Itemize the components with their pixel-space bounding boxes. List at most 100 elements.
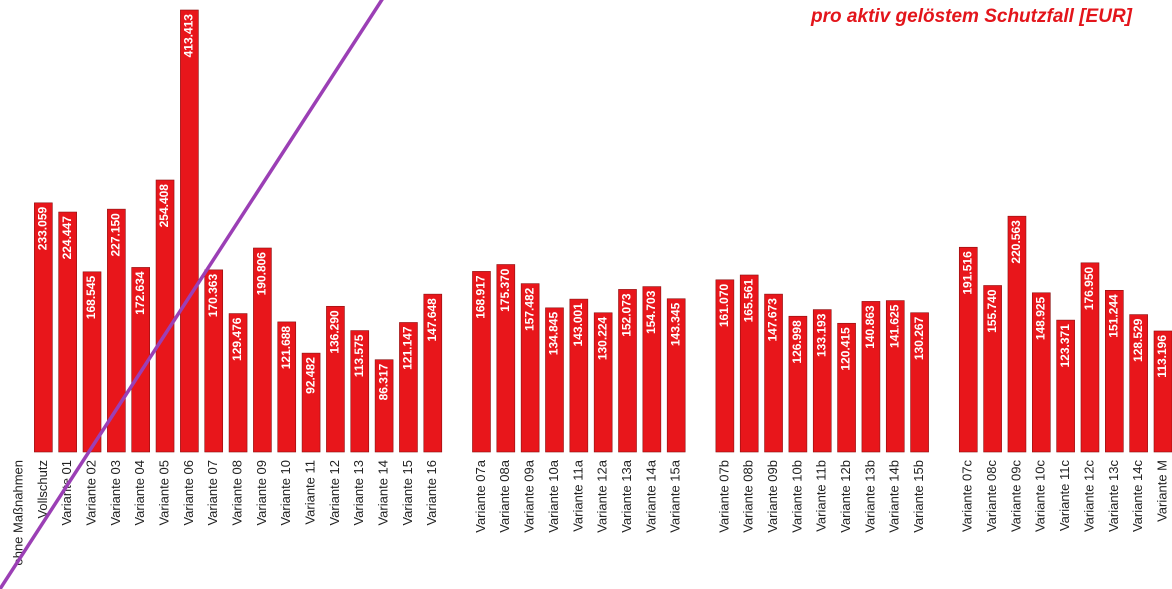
data-label: 147.648 — [425, 298, 439, 342]
x-tick-label: Variante 15a — [668, 459, 683, 533]
bar — [569, 298, 589, 453]
data-label: 141.625 — [887, 304, 901, 348]
x-tick-label: Variante 07 — [205, 460, 220, 526]
x-tick-label: Variante 15 — [400, 460, 415, 526]
x-tick-label: Variante 11a — [570, 459, 585, 532]
x-tick-label: Variante 08 — [230, 460, 245, 526]
data-label: 168.545 — [84, 275, 98, 319]
data-label: 148.925 — [1033, 296, 1047, 340]
x-tick-label: Variante 13 — [351, 460, 366, 526]
bar — [374, 359, 394, 453]
data-label: 130.267 — [912, 316, 926, 360]
x-tick-label: Variante 10a — [546, 459, 561, 533]
bar — [788, 315, 808, 453]
x-tick-label: Variante 08c — [984, 460, 999, 533]
x-tick-label: Variante 05 — [156, 460, 171, 526]
data-label: 170.363 — [206, 274, 220, 318]
data-label: 121.147 — [401, 326, 415, 370]
bar — [204, 269, 224, 453]
data-label: 120.415 — [839, 327, 853, 371]
bar — [983, 285, 1002, 453]
bar — [618, 289, 637, 453]
bar — [228, 313, 248, 453]
x-tick-label: Variante 14b — [887, 460, 902, 533]
data-label: 220.563 — [1009, 220, 1023, 264]
x-tick-label: Variante 11c — [1057, 460, 1072, 532]
data-label: 161.070 — [717, 283, 731, 327]
bar — [107, 208, 126, 453]
x-tick-label: Variante 11b — [814, 460, 829, 532]
data-label: 113.196 — [1155, 335, 1169, 378]
x-tick-label: Variante 16 — [424, 460, 439, 526]
data-label: 172.634 — [133, 271, 147, 315]
data-label: 133.193 — [814, 313, 828, 357]
bar — [180, 9, 199, 453]
data-label: 154.703 — [644, 290, 658, 334]
data-label: 227.150 — [109, 213, 123, 257]
bar — [277, 321, 297, 453]
x-tick-label: Variante 07c — [960, 460, 975, 533]
x-tick-label: Variante 13a — [619, 459, 634, 533]
bar — [399, 322, 418, 453]
x-tick-label: Variante 07b — [716, 460, 731, 533]
x-tick-label: ohne Maßnahmen — [10, 460, 25, 566]
bar — [1031, 292, 1051, 453]
bar — [885, 300, 905, 453]
data-label: 136.290 — [328, 310, 342, 354]
data-label: 128.529 — [1131, 318, 1145, 362]
x-tick-label: Variante 06 — [181, 460, 196, 526]
bar — [423, 293, 443, 453]
data-label: 129.476 — [230, 317, 244, 361]
x-tick-label: Variante 08b — [741, 460, 756, 533]
data-label: 147.673 — [766, 298, 780, 342]
x-tick-label: Variante 09b — [765, 460, 780, 533]
x-tick-label: Variante 12a — [595, 459, 610, 533]
bar — [155, 179, 175, 453]
bar — [1007, 215, 1027, 453]
data-label: 123.371 — [1058, 324, 1072, 368]
bar — [1153, 330, 1172, 453]
bar — [812, 309, 832, 453]
x-tick-label: Variante 14c — [1130, 460, 1145, 533]
x-tick-label: Variante 10b — [789, 460, 804, 533]
bar — [253, 247, 272, 453]
trend-line — [0, 0, 384, 589]
x-tick-label: Variante M — [1154, 460, 1169, 522]
bar — [58, 211, 77, 453]
bar — [301, 352, 321, 453]
bar — [593, 312, 613, 453]
x-tick-label: Variante 03 — [108, 460, 123, 526]
x-tick-label: Variante 09 — [254, 460, 269, 526]
data-label: 152.073 — [620, 293, 634, 337]
bar — [545, 307, 564, 453]
x-tick-label: Variante 09a — [522, 459, 537, 533]
x-tick-label: Variante 15b — [911, 460, 926, 533]
data-label: 151.244 — [1106, 294, 1120, 338]
x-tick-label: Variante 14a — [643, 459, 658, 533]
bar — [326, 305, 345, 453]
bar — [1080, 262, 1100, 453]
bar — [837, 322, 856, 453]
bar — [34, 202, 53, 453]
x-tick-label: Variante 12 — [327, 460, 342, 526]
bar — [764, 293, 783, 453]
data-label: 190.806 — [255, 252, 269, 296]
data-label: 121.688 — [279, 326, 293, 370]
bar — [1129, 314, 1148, 453]
x-tick-label: Variante 10c — [1033, 460, 1048, 533]
data-label: 140.863 — [863, 305, 877, 349]
data-label: 168.917 — [474, 275, 488, 319]
bar — [520, 283, 540, 453]
bar — [350, 330, 370, 453]
data-label: 165.561 — [741, 279, 755, 323]
data-label: 92.482 — [303, 357, 317, 394]
bar — [1056, 319, 1075, 453]
bar — [958, 246, 978, 453]
data-label: 126.998 — [790, 320, 804, 364]
bar — [82, 271, 102, 453]
x-tick-label: Variante 13c — [1106, 460, 1121, 533]
data-label: 143.001 — [571, 303, 585, 347]
data-label: 176.950 — [1082, 267, 1096, 311]
bar — [1105, 289, 1124, 453]
bar — [861, 301, 881, 453]
